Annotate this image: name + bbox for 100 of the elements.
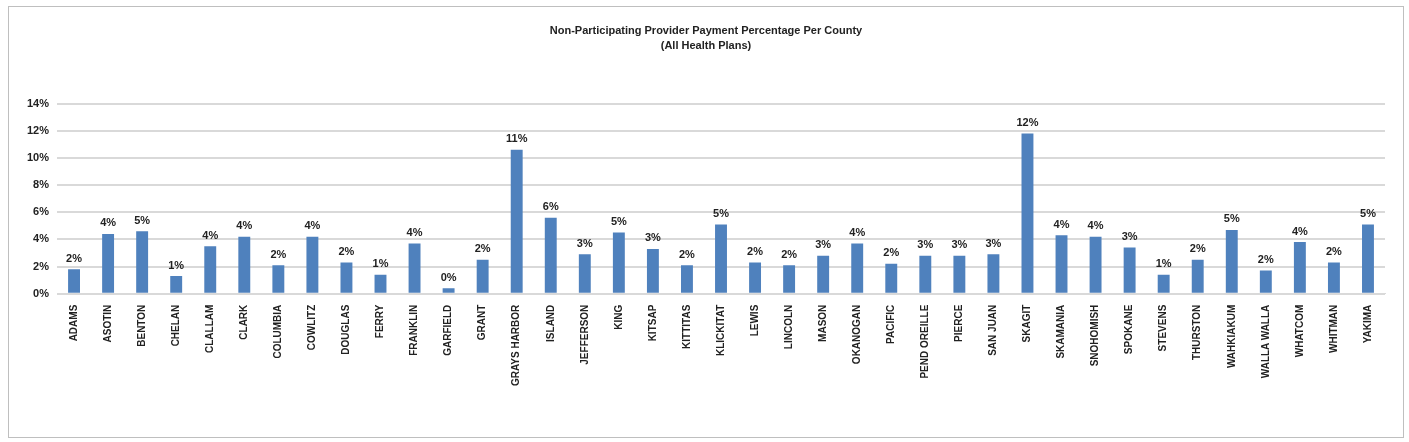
data-label: 3%	[815, 238, 832, 251]
data-label: 4%	[406, 225, 423, 238]
data-label: 4%	[304, 219, 321, 232]
x-tick-label: KING	[612, 304, 624, 330]
x-tick-label: LEWIS	[748, 304, 760, 337]
data-label: 2%	[883, 246, 900, 259]
data-label: 2%	[66, 251, 83, 264]
x-tick-label: CHELAN	[169, 304, 181, 347]
data-label: 4%	[849, 225, 866, 238]
bar	[987, 254, 1000, 293]
bar	[170, 276, 183, 293]
data-label: 1%	[372, 257, 389, 270]
bar	[1157, 274, 1170, 293]
x-tick-label: CLARK	[238, 303, 250, 340]
x-tick-label: THURSTON	[1191, 304, 1203, 361]
data-label: 3%	[644, 231, 662, 244]
y-tick-label: 12%	[26, 123, 50, 136]
x-tick-label: SPOKANE	[1123, 304, 1135, 355]
data-label: 5%	[1360, 206, 1377, 219]
bar	[749, 262, 762, 293]
x-tick-label: KITSAP	[646, 304, 658, 342]
x-tick-label: YAKIMA	[1361, 304, 1373, 344]
bar	[306, 236, 319, 293]
x-tick-label: PIERCE	[953, 304, 965, 342]
x-tick-label: SAN JUAN	[987, 304, 999, 356]
bar	[851, 243, 864, 293]
data-label: 2%	[1189, 242, 1206, 255]
bar	[783, 265, 796, 293]
data-label: 4%	[1291, 224, 1309, 237]
x-tick-label: STEVENS	[1157, 304, 1169, 352]
data-label: 2%	[781, 247, 798, 260]
bar	[1055, 235, 1068, 293]
x-tick-label: CLALLAM	[204, 304, 215, 354]
x-tick-label: GRAYS HARBOR	[510, 303, 522, 386]
data-label: 4%	[100, 216, 117, 229]
x-tick-label: WALLA WALLA	[1259, 304, 1271, 379]
bar	[578, 254, 591, 293]
data-label: 5%	[610, 215, 628, 228]
data-label: 4%	[1053, 217, 1070, 230]
data-label: 3%	[917, 238, 934, 251]
bar	[1021, 133, 1034, 293]
x-tick-label: OKANOGAN	[850, 304, 862, 365]
bar	[476, 259, 489, 293]
x-tick-label: PEND OREILLE	[919, 304, 931, 379]
data-label: 3%	[985, 236, 1002, 249]
chart-title: Non-Participating Provider Payment Percentage Per County	[548, 23, 864, 38]
bar	[544, 217, 557, 293]
data-label: 0%	[440, 270, 457, 283]
bar	[1259, 270, 1272, 293]
bar	[1293, 242, 1306, 293]
y-tick-label: 8%	[33, 178, 50, 191]
bar	[136, 231, 149, 293]
bar	[340, 262, 353, 293]
bar	[374, 274, 387, 293]
y-tick-label: 4%	[33, 232, 50, 245]
x-tick-label: MASON	[816, 304, 828, 342]
x-tick-label: WHITMAN	[1327, 304, 1339, 354]
bar	[204, 246, 217, 293]
bar	[272, 265, 285, 293]
y-tick-label: 10%	[26, 150, 50, 163]
bar	[612, 232, 625, 293]
bar	[953, 255, 966, 293]
x-tick-label: GRANT	[476, 304, 488, 341]
bar	[1225, 229, 1238, 293]
x-tick-label: ADAMS	[67, 304, 79, 342]
x-tick-label: GARFIELD	[442, 304, 454, 356]
bar	[102, 233, 115, 293]
y-tick-label: 6%	[33, 205, 50, 218]
bar	[238, 236, 251, 293]
x-tick-label: FRANKLIN	[408, 304, 420, 356]
data-label: 5%	[713, 206, 730, 219]
data-label: 2%	[679, 247, 696, 260]
bar	[510, 149, 523, 293]
bar	[885, 263, 898, 293]
bar	[919, 255, 932, 293]
data-label: 3%	[951, 238, 968, 251]
x-tick-label: ASOTIN	[101, 304, 113, 343]
x-tick-label: WHATCOM	[1293, 304, 1305, 358]
data-label: 11%	[505, 132, 528, 145]
data-label: 5%	[1223, 212, 1240, 225]
bar	[68, 269, 80, 293]
data-label: 4%	[236, 219, 253, 232]
data-label: 1%	[1155, 257, 1172, 270]
data-label: 2%	[747, 244, 764, 257]
x-tick-label: ISLAND	[544, 304, 556, 342]
x-tick-label: COWLITZ	[306, 304, 318, 351]
bar	[1327, 262, 1340, 293]
data-label: 4%	[202, 228, 219, 241]
x-tick-label: BENTON	[135, 304, 147, 347]
x-tick-label: JEFFERSON	[578, 304, 590, 365]
data-label: 2%	[338, 244, 355, 257]
x-tick-label: KLICKITAT	[714, 304, 726, 356]
data-label: 2%	[270, 247, 287, 260]
bar	[1362, 224, 1374, 293]
data-label: 12%	[1016, 116, 1039, 128]
data-label: 6%	[542, 200, 559, 213]
data-label: 4%	[1087, 219, 1104, 232]
bar	[1191, 259, 1204, 293]
data-label: 3%	[576, 236, 593, 249]
bar	[715, 224, 727, 293]
